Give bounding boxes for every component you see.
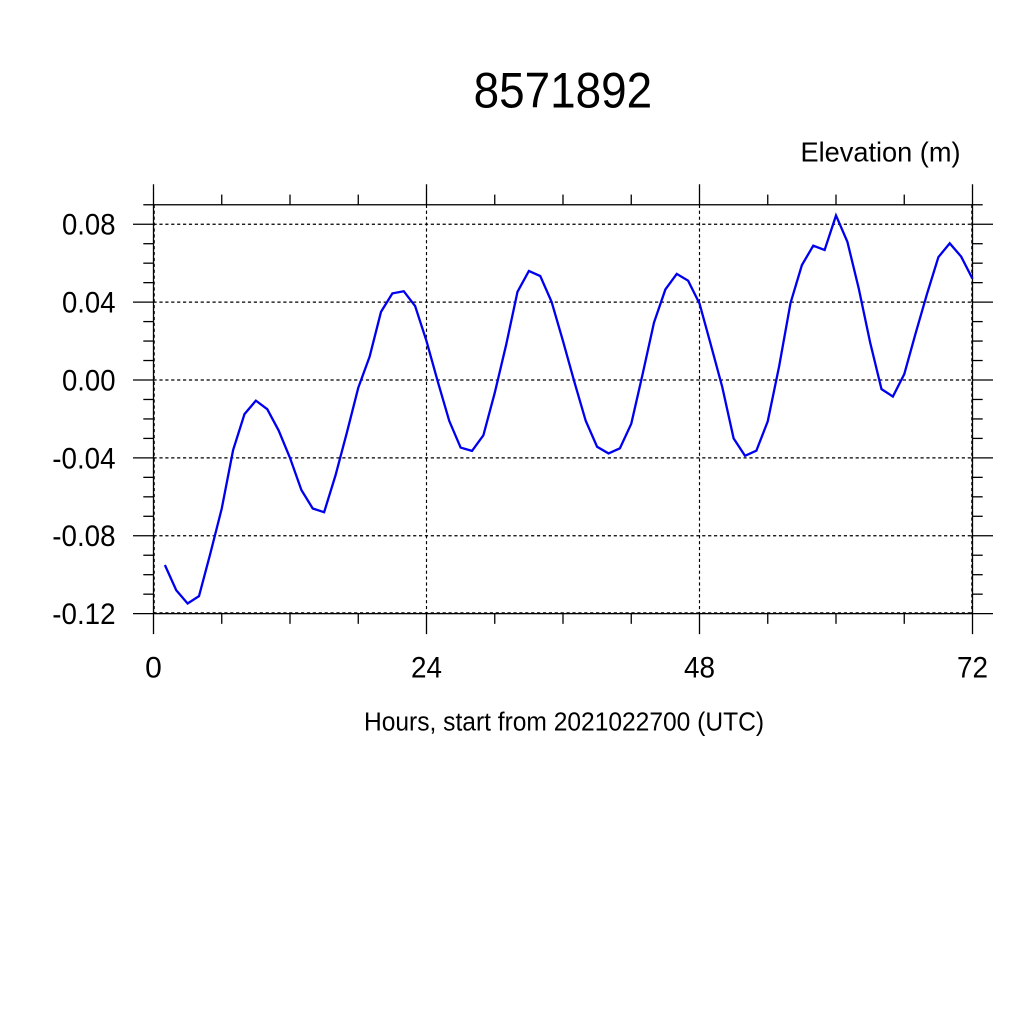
svg-text:8571892: 8571892 — [474, 62, 653, 118]
svg-text:24: 24 — [411, 652, 442, 685]
svg-text:Elevation (m): Elevation (m) — [801, 137, 961, 168]
svg-text:0: 0 — [145, 652, 162, 685]
svg-text:0.08: 0.08 — [62, 209, 116, 242]
svg-text:48: 48 — [684, 652, 715, 685]
svg-text:72: 72 — [957, 652, 988, 685]
svg-text:-0.08: -0.08 — [52, 520, 115, 553]
svg-text:-0.04: -0.04 — [52, 442, 115, 475]
svg-text:0.04: 0.04 — [62, 287, 116, 320]
svg-text:-0.12: -0.12 — [52, 598, 115, 631]
svg-text:Hours, start from 2021022700 (: Hours, start from 2021022700 (UTC) — [364, 709, 764, 737]
svg-text:0.00: 0.00 — [62, 364, 116, 397]
